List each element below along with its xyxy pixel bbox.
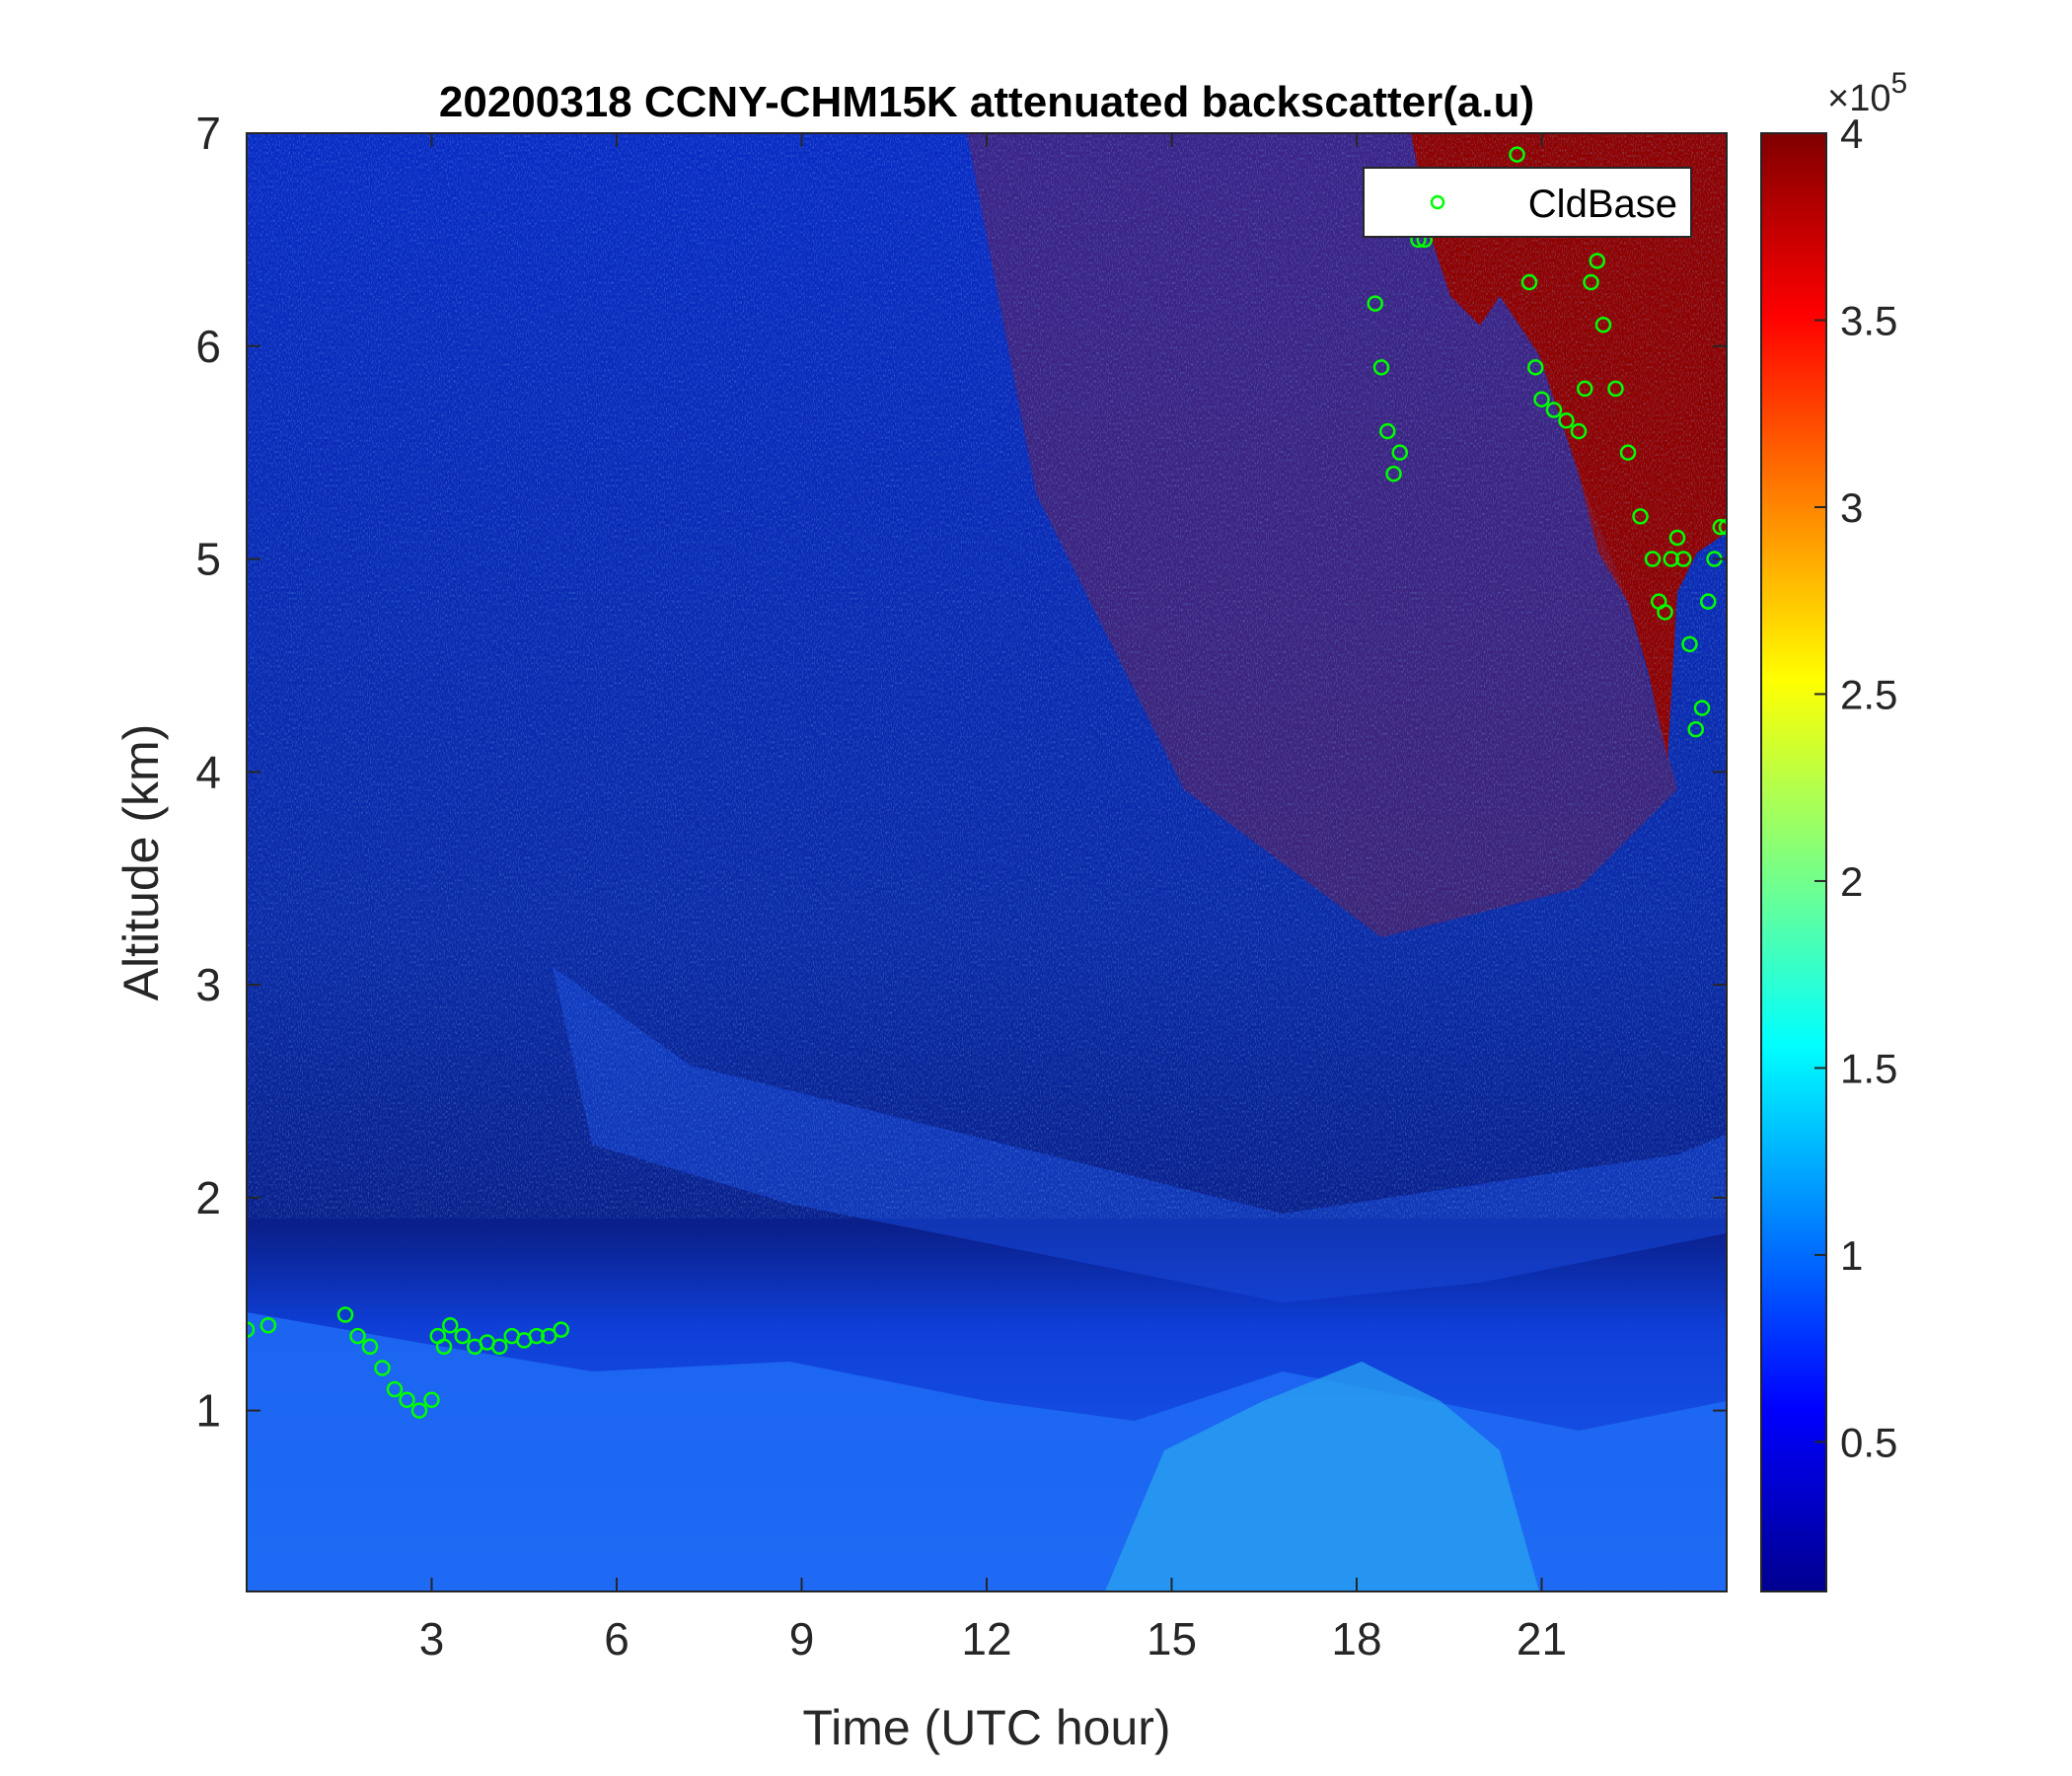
- cldbase-point: [528, 1327, 545, 1345]
- cldbase-point: [1693, 700, 1711, 716]
- colorbar-ticks: 0.5 1 1.5 2 2.5 3 3.5 4: [1814, 111, 1897, 1465]
- colorbar-tick-label: 0.5: [1840, 1419, 1897, 1465]
- y-tick-label: 3: [195, 959, 221, 1010]
- cldbase-point: [336, 1306, 354, 1323]
- cldbase-point: [1583, 273, 1599, 291]
- cldbase-point: [1668, 529, 1686, 547]
- plot-area: [247, 133, 1727, 1591]
- x-tick-label: 15: [1147, 1613, 1197, 1665]
- colorbar-tick-label: 3: [1840, 484, 1863, 531]
- legend-marker-icon: [1430, 194, 1445, 210]
- colorbar-exponent-power: 5: [1890, 67, 1907, 100]
- y-tick-label: 1: [195, 1385, 221, 1437]
- chart-title: 20200318 CCNY-CHM15K attenuated backscat…: [439, 78, 1534, 126]
- cldbase-point: [1657, 604, 1673, 621]
- colorbar-tick-label: 2: [1840, 858, 1863, 905]
- colorbar: 0.5 1 1.5 2 2.5 3 3.5 4 ×105: [1760, 67, 1907, 1592]
- cldbase-point: [1594, 316, 1612, 333]
- cldbase-point: [1577, 380, 1593, 398]
- cldbase-point: [1570, 422, 1588, 440]
- cldbase-point: [454, 1327, 471, 1345]
- legend-entry-cldbase: CldBase: [1528, 183, 1677, 226]
- cldbase-point: [1391, 444, 1408, 461]
- cldbase-point: [1520, 273, 1538, 291]
- cldbase-point: [1558, 412, 1575, 429]
- y-tick-label: 2: [195, 1172, 221, 1223]
- cldbase-point: [1681, 635, 1698, 653]
- cldbase-point: [442, 1317, 459, 1334]
- cldbase-point: [1533, 391, 1550, 407]
- boundary-layer-bright-region: [1105, 1362, 1539, 1591]
- x-tick-label: 12: [961, 1613, 1011, 1665]
- cldbase-point: [1663, 551, 1679, 567]
- colorbar-exponent-base: ×10: [1827, 78, 1890, 119]
- cldbase-point: [553, 1321, 569, 1338]
- cldbase-point: [1367, 295, 1383, 312]
- cldbase-point: [410, 1402, 428, 1419]
- cldbase-point: [259, 1317, 277, 1334]
- cldbase-point: [374, 1360, 391, 1376]
- colorbar-tick-label: 3.5: [1840, 297, 1897, 343]
- x-axis: 3 6 9 12 15 18 21: [419, 133, 1567, 1665]
- colorbar-gradient: [1761, 133, 1826, 1591]
- x-tick-label: 6: [604, 1613, 629, 1665]
- y-tick-label: 5: [195, 534, 221, 585]
- y-tick-label: 4: [195, 746, 221, 797]
- cldbase-point: [1687, 720, 1704, 738]
- colorbar-frame: [1760, 132, 1827, 1592]
- cldbase-point: [1619, 444, 1637, 461]
- x-tick-label: 3: [419, 1613, 445, 1665]
- cldbase-point: [1372, 359, 1390, 376]
- x-axis-label: Time (UTC hour): [802, 1700, 1170, 1755]
- legend-box: [1363, 167, 1692, 238]
- cldbase-point: [1509, 146, 1525, 163]
- x-tick-label: 18: [1331, 1613, 1381, 1665]
- y-tick-label: 7: [195, 108, 221, 159]
- y-axis-label: Altitude (km): [113, 724, 169, 1001]
- x-tick-label: 9: [789, 1613, 815, 1665]
- y-tick-label: 6: [195, 321, 221, 372]
- cldbase-point: [435, 1338, 453, 1356]
- cldbase-point: [361, 1338, 379, 1356]
- cldbase-point: [386, 1380, 404, 1398]
- colorbar-tick-label: 4: [1840, 111, 1863, 157]
- y-axis: 1 2 3 4 5 6 7: [195, 108, 1727, 1437]
- legend: CldBase: [1363, 167, 1692, 238]
- colorbar-tick-label: 1.5: [1840, 1045, 1897, 1091]
- cldbase-point: [1589, 253, 1605, 269]
- cldbase-point: [247, 1321, 256, 1338]
- cldbase-point: [541, 1327, 557, 1345]
- cldbase-point: [349, 1327, 366, 1345]
- cldbase-point: [1712, 518, 1727, 536]
- cldbase-point: [1545, 402, 1563, 418]
- cldbase-point: [491, 1338, 508, 1356]
- colorbar-tick-label: 1: [1840, 1232, 1863, 1279]
- colorbar-exponent-label: ×105: [1827, 67, 1907, 119]
- cldbase-point: [1527, 359, 1544, 376]
- cldbase-point: [1718, 518, 1727, 536]
- cldbase-point: [1385, 465, 1402, 482]
- cldbase-point: [1607, 380, 1624, 398]
- cldbase-point: [1644, 551, 1662, 567]
- cldbase-point: [1675, 551, 1692, 567]
- cldbase-series: [247, 146, 1727, 1419]
- cldbase-point: [423, 1391, 440, 1409]
- cldbase-point: [1379, 422, 1396, 440]
- noise-overlay: [247, 133, 1727, 1219]
- cldbase-point: [399, 1391, 415, 1409]
- cldbase-point: [1700, 593, 1717, 610]
- cldbase-point: [1632, 508, 1649, 525]
- x-tick-label: 21: [1517, 1613, 1567, 1665]
- colorbar-tick-label: 2.5: [1840, 671, 1897, 717]
